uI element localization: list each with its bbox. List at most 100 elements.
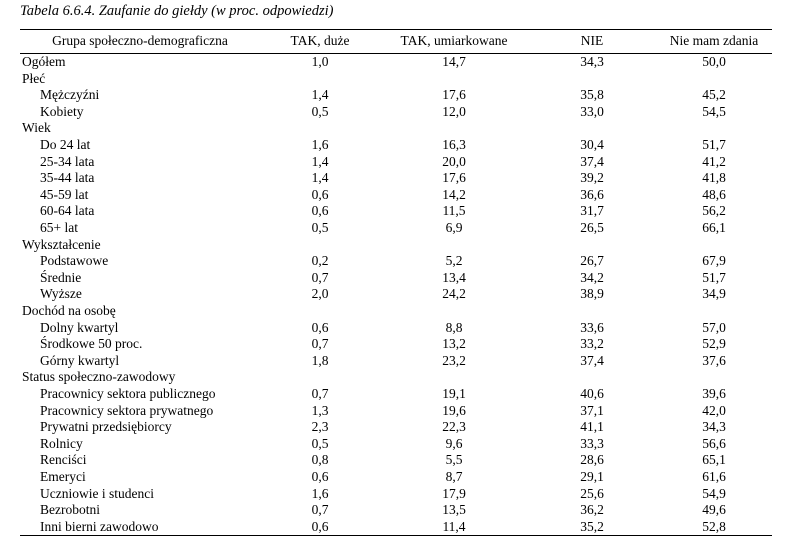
table-row: Rolnicy 0,5 9,6 33,3 56,6 bbox=[20, 436, 772, 453]
value-cell bbox=[380, 303, 528, 320]
value-cell: 33,2 bbox=[580, 336, 604, 352]
header-row: Grupa społeczno-demograficzna TAK, duże … bbox=[20, 29, 772, 54]
value-cell: 52,8 bbox=[656, 518, 772, 537]
value-cell: 31,7 bbox=[580, 203, 604, 219]
value-cell: 33,0 bbox=[580, 103, 604, 119]
value-cell: 57,0 bbox=[702, 319, 726, 335]
value-cell bbox=[260, 71, 380, 88]
row-label: 25-34 lata bbox=[40, 153, 95, 169]
value-cell: 0,6 bbox=[311, 319, 329, 335]
table-body: Ogółem 1,0 14,7 34,3 50,0 Płeć Mężczyźni 1,4 17,… bbox=[20, 54, 772, 537]
row-label: Uczniowie i studenci bbox=[40, 485, 154, 501]
row-label: Wyższe bbox=[40, 286, 82, 302]
value-cell: 8,7 bbox=[445, 468, 463, 484]
table-row: 35-44 lata 1,4 17,6 39,2 41,8 bbox=[20, 170, 772, 187]
group-label: Wykształcenie bbox=[22, 236, 101, 252]
value-cell: 29,1 bbox=[580, 468, 604, 484]
row-label: Prywatni przedsiębiorcy bbox=[40, 419, 172, 435]
row-label: Podstawowe bbox=[40, 253, 109, 269]
value-cell: 0,7 bbox=[311, 385, 329, 401]
value-cell: 65,1 bbox=[702, 452, 726, 468]
table-row: Płeć bbox=[20, 71, 772, 88]
value-cell: 34,3 bbox=[580, 54, 604, 70]
value-cell bbox=[528, 120, 656, 137]
value-cell: 0,5 bbox=[311, 435, 329, 451]
row-label: Średnie bbox=[40, 269, 82, 285]
value-cell: 6,9 bbox=[445, 220, 463, 236]
value-cell bbox=[656, 303, 772, 320]
value-cell bbox=[528, 237, 656, 254]
table-row: 65+ lat 0,5 6,9 26,5 66,1 bbox=[20, 220, 772, 237]
column-header-yes-moderate: TAK, umiarkowane bbox=[380, 29, 528, 54]
value-cell: 1,4 bbox=[311, 170, 329, 186]
table-row: Renciści 0,8 5,5 28,6 65,1 bbox=[20, 452, 772, 469]
value-cell: 17,6 bbox=[442, 170, 466, 186]
value-cell: 39,6 bbox=[702, 385, 726, 401]
group-label: Płeć bbox=[22, 70, 46, 86]
value-cell: 61,6 bbox=[702, 468, 726, 484]
value-cell bbox=[380, 120, 528, 137]
row-label: Renciści bbox=[40, 452, 87, 468]
table-row: Wykształcenie bbox=[20, 237, 772, 254]
value-cell: 42,0 bbox=[702, 402, 726, 418]
table-row: 25-34 lata 1,4 20,0 37,4 41,2 bbox=[20, 154, 772, 171]
value-cell bbox=[528, 369, 656, 386]
row-label: Kobiety bbox=[40, 103, 84, 119]
value-cell bbox=[260, 303, 380, 320]
row-label: 60-64 lata bbox=[40, 203, 95, 219]
value-cell: 38,9 bbox=[580, 286, 604, 302]
value-cell bbox=[380, 71, 528, 88]
value-cell: 41,8 bbox=[702, 170, 726, 186]
value-cell: 54,9 bbox=[702, 485, 726, 501]
table-row: Kobiety 0,5 12,0 33,0 54,5 bbox=[20, 104, 772, 121]
group-label: Wiek bbox=[22, 120, 51, 136]
value-cell: 0,8 bbox=[311, 452, 329, 468]
table-row: Wyższe 2,0 24,2 38,9 34,9 bbox=[20, 286, 772, 303]
value-cell: 22,3 bbox=[442, 419, 466, 435]
group-label: Ogółem bbox=[22, 54, 66, 70]
value-cell: 1,6 bbox=[311, 137, 329, 153]
value-cell: 19,6 bbox=[442, 402, 466, 418]
value-cell bbox=[656, 237, 772, 254]
table-row: Wiek bbox=[20, 120, 772, 137]
table-row: Do 24 lat 1,6 16,3 30,4 51,7 bbox=[20, 137, 772, 154]
value-cell bbox=[656, 120, 772, 137]
value-cell: 37,1 bbox=[580, 402, 604, 418]
value-cell: 41,1 bbox=[580, 419, 604, 435]
table-row: Uczniowie i studenci 1,6 17,9 25,6 54,9 bbox=[20, 485, 772, 502]
value-cell: 56,6 bbox=[702, 435, 726, 451]
value-cell: 35,2 bbox=[528, 518, 656, 537]
column-header-no: NIE bbox=[528, 29, 656, 54]
row-label: Rolnicy bbox=[40, 435, 83, 451]
table-row: Dochód na osobę bbox=[20, 303, 772, 320]
value-cell: 34,3 bbox=[702, 419, 726, 435]
value-cell bbox=[260, 237, 380, 254]
row-label: 35-44 lata bbox=[40, 170, 95, 186]
row-label: Środkowe 50 proc. bbox=[40, 336, 143, 352]
table-row: Prywatni przedsiębiorcy 2,3 22,3 41,1 34,3 bbox=[20, 419, 772, 436]
value-cell: 2,3 bbox=[311, 419, 329, 435]
value-cell: 0,7 bbox=[311, 502, 329, 518]
value-cell: 40,6 bbox=[580, 385, 604, 401]
table-row: Środkowe 50 proc. 0,7 13,2 33,2 52,9 bbox=[20, 336, 772, 353]
value-cell: 30,4 bbox=[580, 137, 604, 153]
value-cell: 0,5 bbox=[311, 103, 329, 119]
value-cell: 1,0 bbox=[311, 54, 329, 70]
row-label: Pracownicy sektora publicznego bbox=[40, 385, 216, 401]
value-cell: 51,7 bbox=[702, 269, 726, 285]
column-header-yes-high: TAK, duże bbox=[260, 29, 380, 54]
value-cell: 20,0 bbox=[442, 153, 466, 169]
value-cell: 51,7 bbox=[702, 137, 726, 153]
value-cell: 33,6 bbox=[580, 319, 604, 335]
value-cell: 48,6 bbox=[702, 186, 726, 202]
row-label: 65+ lat bbox=[40, 220, 78, 236]
row-label: Pracownicy sektora prywatnego bbox=[40, 402, 214, 418]
value-cell: 2,0 bbox=[311, 286, 329, 302]
value-cell: 14,2 bbox=[442, 186, 466, 202]
value-cell: 23,2 bbox=[442, 352, 466, 368]
value-cell: 1,8 bbox=[311, 352, 329, 368]
value-cell: 0,6 bbox=[260, 518, 380, 537]
value-cell: 26,5 bbox=[580, 220, 604, 236]
value-cell: 5,2 bbox=[445, 253, 463, 269]
value-cell bbox=[260, 369, 380, 386]
